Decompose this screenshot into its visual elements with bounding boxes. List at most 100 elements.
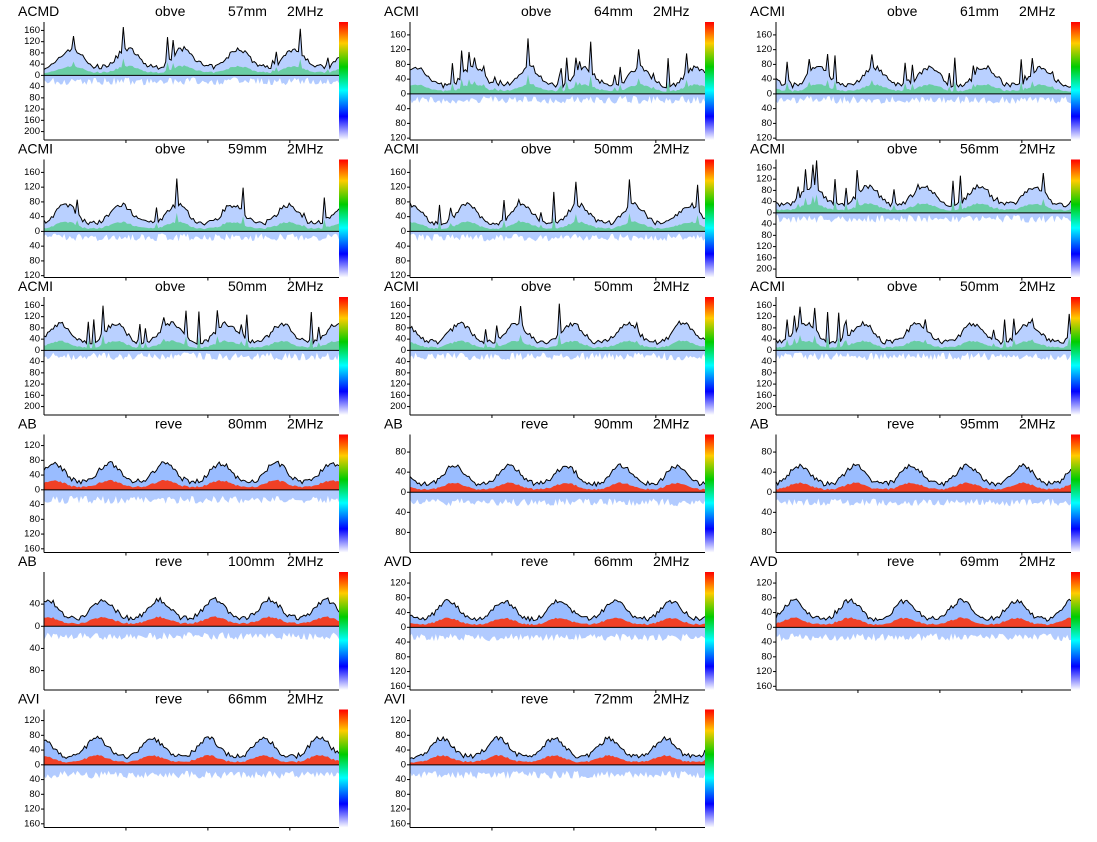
y-tick-label: 40 [29,241,40,252]
y-tick-label: 160 [756,252,772,263]
color-bar [1071,434,1080,553]
spectrum-band [44,479,339,490]
reverse-flow-fill [44,489,339,504]
vessel-label: AVI [18,691,40,707]
y-tick-label: 120 [24,440,40,451]
y-tick-label: 160 [24,115,40,126]
y-tick-label: 80 [29,322,40,333]
y-tick-label: 0 [767,207,772,218]
y-tick-label: 40 [29,59,40,70]
y-tick-label: 160 [756,300,772,311]
frequency-label: 2MHz [1019,553,1056,569]
depth-label: 50mm [594,278,633,294]
vessel-label: ACMI [384,3,419,19]
y-tick-label: 80 [761,592,772,603]
spectrum-fill [410,463,705,493]
y-tick-label: 40 [761,74,772,85]
vessel-label: ACMI [18,141,53,157]
y-tick-label: 40 [395,507,406,518]
y-tick-label: 40 [761,196,772,207]
spectrum-band [410,482,705,493]
y-tick-label: 160 [390,818,406,829]
y-tick-label: 40 [29,81,40,92]
y-tick-label: 40 [395,334,406,345]
y-tick-label: 160 [390,681,406,692]
y-tick-label: 120 [390,44,406,55]
spectrum-band [776,335,1071,351]
spectrum-band [44,754,339,765]
y-tick-label: 160 [390,300,406,311]
depth-label: 66mm [594,553,633,569]
y-tick-label: 80 [29,514,40,525]
reverse-flow-fill [410,350,705,361]
y-tick-label: 0 [767,622,772,633]
y-tick-label: 80 [395,322,406,333]
frequency-label: 2MHz [1019,3,1056,19]
y-tick-label: 160 [24,300,40,311]
frequency-label: 2MHz [1019,141,1056,157]
y-tick-label: 160 [24,390,40,401]
vessel-label: AB [750,416,769,432]
vessel-label: AB [384,416,403,432]
y-tick-label: 120 [390,804,406,815]
direction-label: reve [521,691,548,707]
y-tick-label: 120 [24,804,40,815]
envelope-line [775,160,1072,208]
y-tick-label: 120 [24,715,40,726]
y-tick-label: 0 [401,487,406,498]
depth-label: 50mm [960,278,999,294]
direction-label: obve [155,3,186,19]
reverse-flow-fill [44,764,339,779]
direction-label: reve [887,416,914,432]
y-tick-label: 120 [24,182,40,193]
y-tick-label: 0 [35,70,40,81]
y-tick-label: 120 [390,311,406,322]
vessel-label: ACMI [750,3,785,19]
y-tick-label: 40 [29,334,40,345]
spectrum-fill [410,303,705,351]
direction-label: reve [521,416,548,432]
y-tick-label: 40 [395,103,406,114]
y-tick-label: 120 [756,174,772,185]
y-tick-label: 120 [756,578,772,589]
envelope-line [43,460,340,485]
depth-label: 100mm [228,553,275,569]
vessel-label: ACMI [384,278,419,294]
y-tick-label: 80 [761,118,772,129]
y-tick-label: 200 [24,126,40,137]
frequency-label: 2MHz [653,3,690,19]
y-tick-label: 80 [761,651,772,662]
direction-label: obve [887,278,918,294]
y-tick-label: 160 [756,29,772,40]
reverse-flow-fill [44,350,339,361]
y-tick-label: 80 [761,322,772,333]
direction-label: reve [887,553,914,569]
reverse-flow-fill [776,212,1071,223]
y-tick-label: 80 [761,185,772,196]
direction-label: obve [521,141,552,157]
y-tick-label: 160 [390,390,406,401]
y-tick-label: 80 [395,592,406,603]
direction-label: obve [887,3,918,19]
depth-label: 72mm [594,691,633,707]
spectrum-band [44,334,339,351]
frequency-label: 2MHz [1019,278,1056,294]
reverse-flow-fill [44,231,339,242]
frequency-label: 2MHz [287,416,324,432]
y-tick-label: 120 [756,379,772,390]
frequency-label: 2MHz [287,691,324,707]
envelope-line [775,598,1072,622]
y-tick-label: 0 [767,487,772,498]
reverse-flow-fill [776,93,1071,104]
frequency-label: 2MHz [287,3,324,19]
reverse-flow-fill [410,492,705,507]
y-tick-label: 40 [29,599,40,610]
spectrum-band [44,212,339,232]
y-tick-label: 160 [24,167,40,178]
y-tick-label: 0 [401,345,406,356]
reverse-flow-fill [410,627,705,642]
frequency-label: 2MHz [653,691,690,707]
reverse-flow-fill [776,627,1071,642]
y-tick-label: 40 [395,356,406,367]
y-tick-label: 80 [29,665,40,676]
